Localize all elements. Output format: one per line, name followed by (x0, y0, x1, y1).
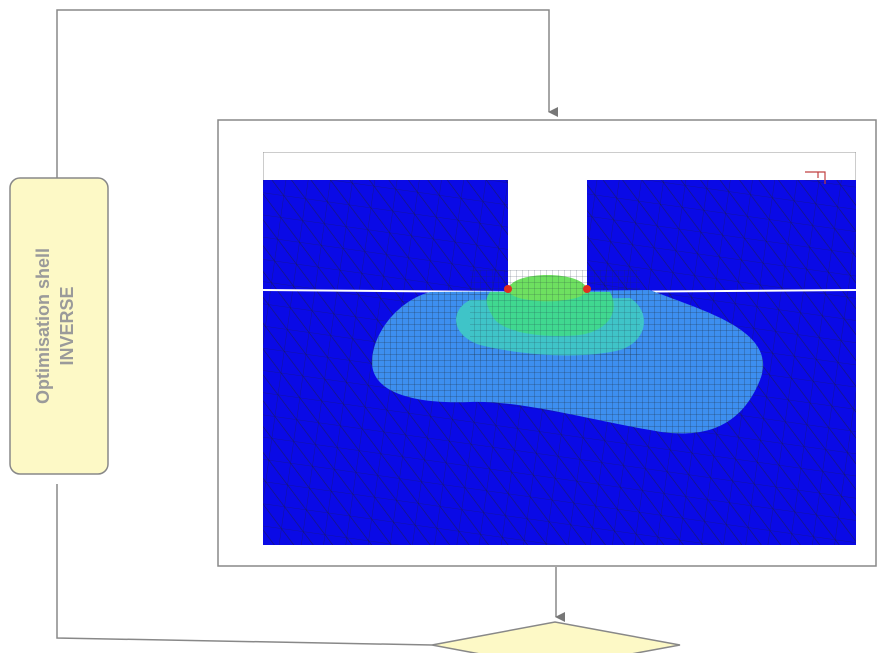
diagram: Optimisation shell INVERSE (0, 0, 878, 653)
page: Optimisation shell INVERSE (() => { cons… (0, 0, 878, 653)
shell-subtitle: INVERSE (57, 286, 77, 365)
decision-diamond (432, 622, 680, 653)
shell-title: Optimisation shell (33, 248, 53, 404)
fem-image (263, 152, 856, 545)
